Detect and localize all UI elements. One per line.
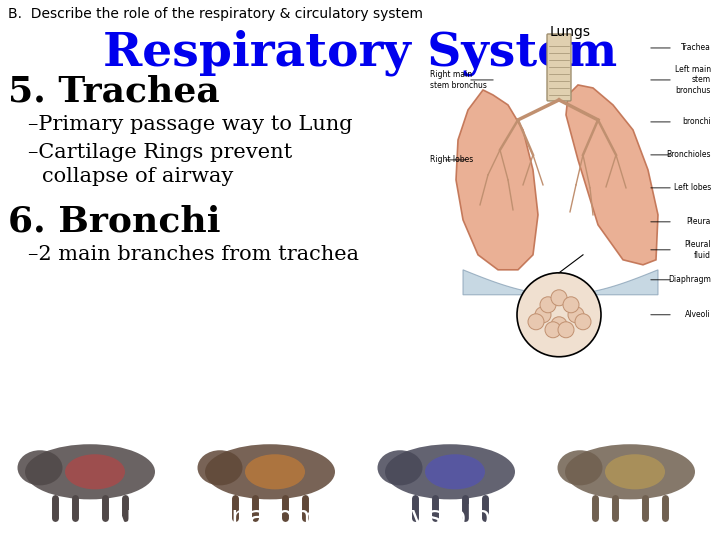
Polygon shape xyxy=(463,270,658,295)
Text: Right lobes: Right lobes xyxy=(430,156,473,164)
Circle shape xyxy=(545,322,561,338)
Text: Animal Anatomy & Physiology . . . . .: Animal Anatomy & Physiology . . . . . xyxy=(107,504,613,532)
Circle shape xyxy=(540,297,556,313)
Ellipse shape xyxy=(65,454,125,489)
Polygon shape xyxy=(456,90,538,270)
Text: Lungs: Lungs xyxy=(549,25,590,39)
FancyBboxPatch shape xyxy=(547,34,571,101)
Text: –2 main branches from trachea: –2 main branches from trachea xyxy=(28,245,359,264)
Text: Trachea: Trachea xyxy=(681,43,711,52)
Polygon shape xyxy=(566,85,658,265)
Ellipse shape xyxy=(197,450,243,485)
Text: collapse of airway: collapse of airway xyxy=(42,167,233,186)
Text: 5. Trachea: 5. Trachea xyxy=(8,75,220,109)
Text: Bronchioles: Bronchioles xyxy=(667,151,711,159)
Ellipse shape xyxy=(205,444,335,500)
Ellipse shape xyxy=(557,450,603,485)
Ellipse shape xyxy=(565,444,695,500)
Circle shape xyxy=(551,290,567,306)
Text: Right main
stem bronchus: Right main stem bronchus xyxy=(430,70,487,90)
Circle shape xyxy=(575,314,591,330)
Text: Left lobes: Left lobes xyxy=(674,184,711,192)
Circle shape xyxy=(517,273,601,357)
Circle shape xyxy=(563,297,579,313)
Text: bronchi: bronchi xyxy=(683,117,711,126)
Circle shape xyxy=(551,317,567,333)
Text: 6. Bronchi: 6. Bronchi xyxy=(8,205,220,239)
Text: Pleura: Pleura xyxy=(687,217,711,226)
Text: B.  Describe the role of the respiratory & circulatory system: B. Describe the role of the respiratory … xyxy=(8,7,423,21)
Circle shape xyxy=(558,322,574,338)
Circle shape xyxy=(535,307,551,323)
Ellipse shape xyxy=(425,454,485,489)
Ellipse shape xyxy=(17,450,63,485)
Text: Left main
stem
bronchus: Left main stem bronchus xyxy=(675,65,711,95)
Text: Alveoli: Alveoli xyxy=(685,310,711,319)
Ellipse shape xyxy=(385,444,515,500)
Text: Respiratory System: Respiratory System xyxy=(103,30,617,77)
Circle shape xyxy=(528,314,544,330)
Ellipse shape xyxy=(245,454,305,489)
Text: Diaphragm: Diaphragm xyxy=(668,275,711,284)
Ellipse shape xyxy=(25,444,155,500)
Circle shape xyxy=(568,307,584,323)
Ellipse shape xyxy=(377,450,423,485)
Text: Pleural
fluid: Pleural fluid xyxy=(685,240,711,260)
Ellipse shape xyxy=(605,454,665,489)
Text: –Primary passage way to Lung: –Primary passage way to Lung xyxy=(28,115,353,134)
Text: –Cartilage Rings prevent: –Cartilage Rings prevent xyxy=(28,143,292,162)
